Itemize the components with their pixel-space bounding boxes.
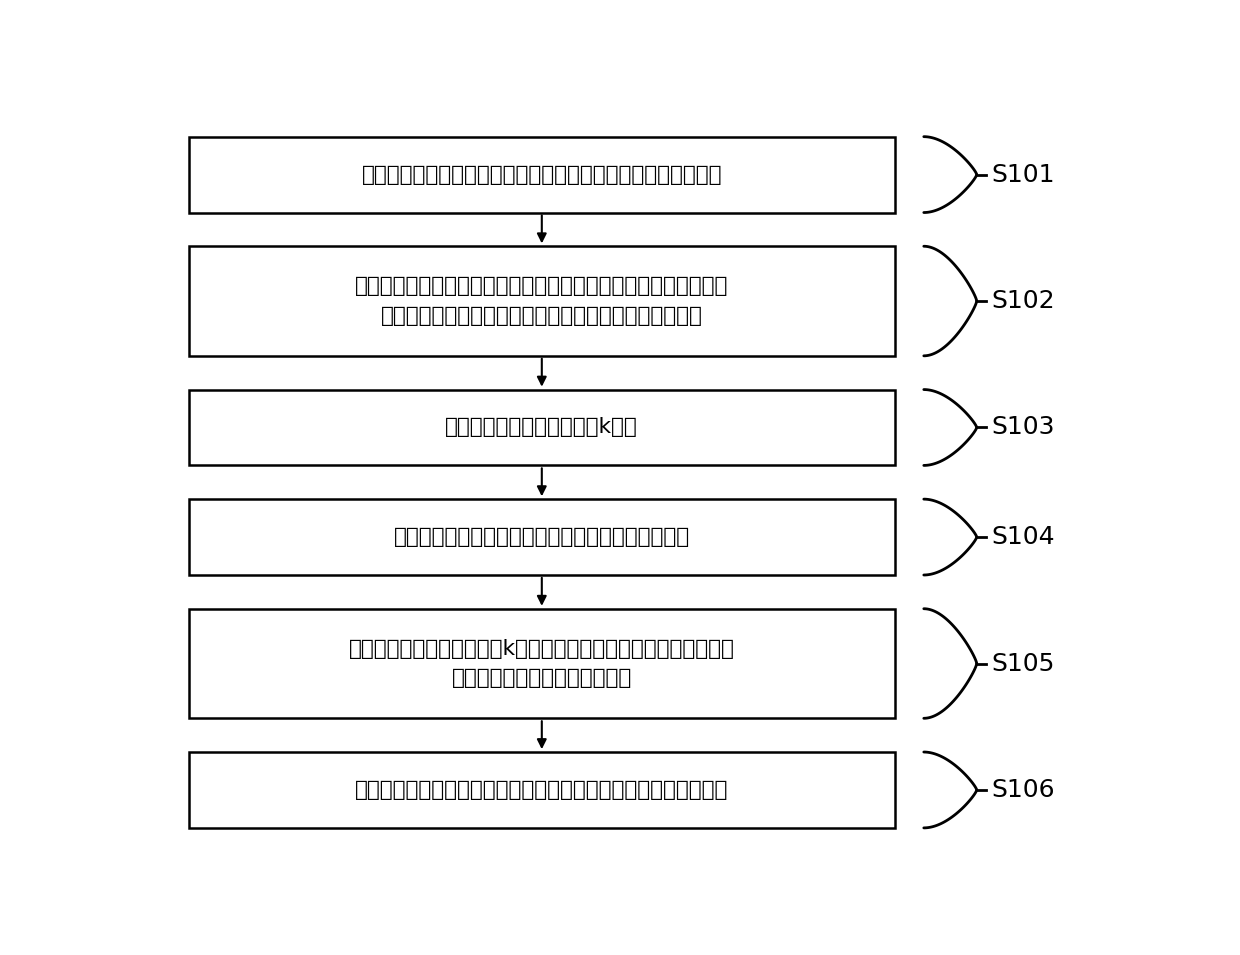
Bar — [188, 246, 895, 356]
Text: 根据所述最大特征值对应的k阶矩以及所述接收样本协方差矩阵的迹
的一阶矩和二阶矩确定感知门限: 根据所述最大特征值对应的k阶矩以及所述接收样本协方差矩阵的迹 的一阶矩和二阶矩确… — [348, 639, 735, 689]
Bar — [188, 608, 895, 718]
Bar — [188, 137, 895, 213]
Bar — [188, 390, 895, 465]
Text: S102: S102 — [991, 289, 1055, 313]
Text: 通过所述检验统计量以及所述感知门限，判定授权用户的工作状态: 通过所述检验统计量以及所述感知门限，判定授权用户的工作状态 — [355, 780, 728, 800]
Text: S106: S106 — [991, 778, 1055, 802]
Text: 获取所述接收样本协方差矩阵的迹的一阶矩和二阶矩: 获取所述接收样本协方差矩阵的迹的一阶矩和二阶矩 — [394, 527, 689, 547]
Text: 获取所述最大特征值对应的k阶矩: 获取所述最大特征值对应的k阶矩 — [445, 417, 639, 437]
Bar — [188, 499, 895, 575]
Text: 基于所述接收样本协方差矩阵对应的所有特征值中的最大特征值以
及除所述最大特征值以外的其余特征值，构造检验统计量: 基于所述接收样本协方差矩阵对应的所有特征值中的最大特征值以 及除所述最大特征值以… — [355, 276, 728, 326]
Text: 获取由接收数据所构造的接收样本协方差矩阵对应的所有特征值: 获取由接收数据所构造的接收样本协方差矩阵对应的所有特征值 — [362, 164, 722, 184]
Text: S101: S101 — [991, 162, 1054, 186]
Text: S103: S103 — [991, 415, 1054, 439]
Text: S105: S105 — [991, 651, 1054, 675]
Bar — [188, 752, 895, 828]
Text: S104: S104 — [991, 525, 1055, 549]
